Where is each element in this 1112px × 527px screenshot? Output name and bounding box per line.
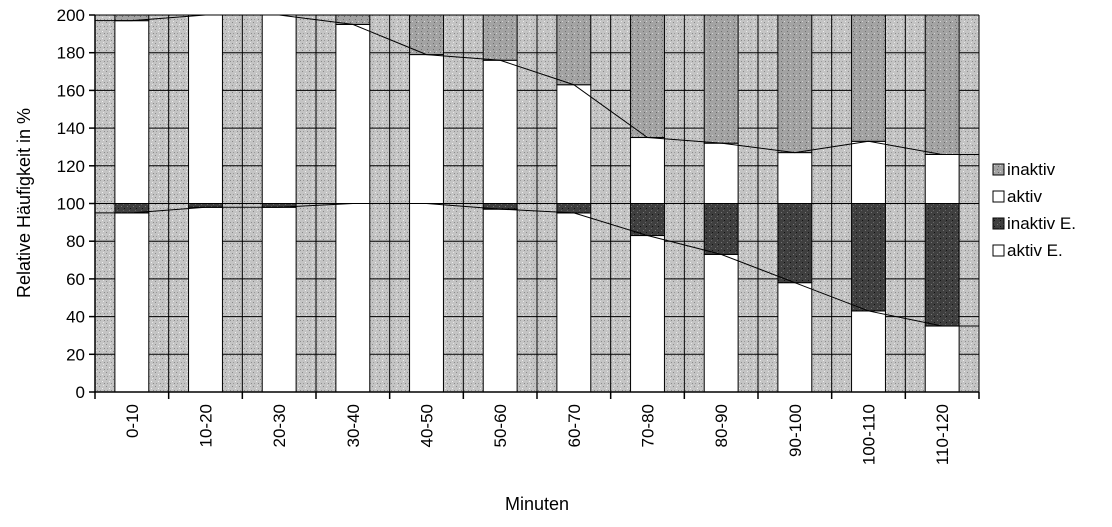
bar-segment: [924, 14, 960, 155]
y-tick-label: 80: [66, 232, 85, 251]
x-tick-label: 0-10: [123, 404, 142, 438]
bar-segment: [851, 14, 886, 142]
legend-swatch: [992, 190, 1005, 203]
bar-segment: [777, 282, 813, 393]
x-tick-label: 40-50: [418, 404, 437, 447]
x-tick-label: 60-70: [565, 404, 584, 447]
bar-segment: [703, 142, 739, 204]
bar-segment: [556, 84, 592, 204]
y-tick-label: 180: [57, 44, 85, 63]
bar-segment: [409, 203, 444, 393]
legend-label: inaktiv E.: [1007, 214, 1076, 233]
x-tick-label: 70-80: [639, 404, 658, 447]
bar-segment: [261, 14, 297, 204]
bar-segment: [188, 206, 223, 393]
series-connector-line: [95, 203, 979, 327]
y-tick-labels: 0 20 40 60 80 100 120 140 160 180 200: [57, 6, 85, 402]
x-tick-labels: 0-10 10-20 20-30 30-40 40-50 50-60 60-70 70-80 8…: [123, 404, 952, 465]
y-tick-label: 40: [66, 308, 85, 327]
legend-label: aktiv: [1007, 187, 1042, 206]
legend-swatch: [992, 163, 1005, 176]
legend: inaktiv aktiv inaktiv E. aktiv E.: [987, 155, 1109, 268]
bar-segment: [114, 20, 150, 205]
gridlines: [94, 14, 980, 393]
x-tick-label: 110-120: [933, 404, 952, 465]
bar-segment: [409, 14, 444, 56]
bars: [114, 14, 960, 393]
bar-segment: [851, 310, 886, 393]
x-tick-label: 20-30: [270, 404, 289, 447]
legend-swatch: [992, 217, 1005, 230]
legend-label: inaktiv: [1007, 160, 1056, 179]
x-tick-label: 50-60: [491, 404, 510, 447]
bar-segment: [703, 14, 739, 144]
bar-segment: [335, 203, 371, 393]
y-tick-label: 100: [57, 195, 85, 214]
bar-segment: [630, 14, 665, 139]
y-tick-label: 20: [66, 345, 85, 364]
x-tick-label: 100-110: [860, 404, 879, 465]
legend-label: aktiv E.: [1007, 241, 1063, 260]
bar-segment: [114, 212, 150, 393]
x-tick-label: 10-20: [197, 404, 216, 447]
bar-segment: [482, 14, 518, 61]
y-tick-label: 120: [57, 157, 85, 176]
bar-segment: [777, 203, 813, 284]
bar-segment: [630, 203, 665, 237]
x-axis-title: Minuten: [505, 494, 569, 514]
series-connector-line: [95, 14, 979, 155]
legend-box: [987, 155, 1109, 268]
bar-segment: [851, 203, 886, 312]
bar-segment: [703, 253, 739, 393]
bar-segment: [261, 206, 297, 393]
bar-segment: [188, 14, 223, 204]
bar-segment: [630, 235, 665, 393]
bar-segment: [114, 203, 150, 214]
bar-segment: [188, 203, 223, 208]
legend-swatch: [992, 244, 1005, 257]
bar-segment: [556, 14, 592, 86]
y-tick-label: 200: [57, 6, 85, 25]
bar-segment: [851, 140, 886, 204]
bar-segment: [556, 212, 592, 393]
axes: [89, 14, 980, 399]
bar-segment: [630, 137, 665, 204]
bar-segment: [777, 152, 813, 204]
bar-segment: [924, 325, 960, 393]
y-axis-title: Relative Häufigkeit in %: [14, 108, 34, 298]
y-tick-label: 0: [76, 383, 85, 402]
x-tick-label: 30-40: [344, 404, 363, 447]
bar-segment: [777, 14, 813, 154]
bar-segment: [335, 23, 371, 204]
x-tick-label: 80-90: [712, 404, 731, 447]
x-tick-label: 90-100: [786, 404, 805, 457]
bar-segment: [482, 208, 518, 393]
bar-segment: [924, 153, 960, 205]
bar-segment: [703, 203, 739, 255]
bar-segment: [556, 203, 592, 214]
bar-segment: [482, 59, 518, 204]
trend-lines: [95, 14, 979, 327]
bar-segment: [409, 54, 444, 204]
y-tick-label: 60: [66, 270, 85, 289]
y-tick-label: 140: [57, 119, 85, 138]
bar-segment: [924, 203, 960, 327]
y-tick-label: 160: [57, 81, 85, 100]
